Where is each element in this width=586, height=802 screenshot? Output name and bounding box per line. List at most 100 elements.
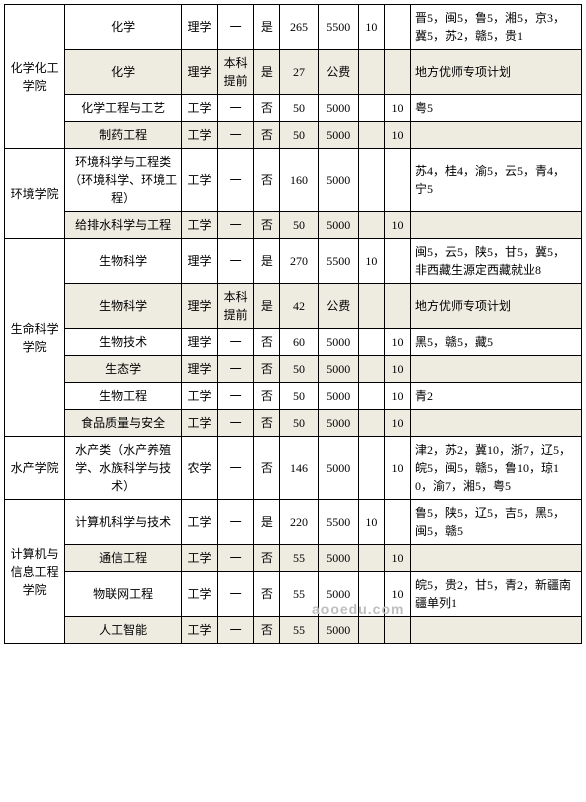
fee-cell: 5500 [318, 5, 358, 50]
num1-cell: 42 [280, 284, 318, 329]
flag-cell: 是 [254, 284, 280, 329]
category-cell: 理学 [181, 329, 217, 356]
table-row: 环境学院环境科学与工程类（环境科学、环境工程）工学一否1605000苏4，桂4，… [5, 149, 582, 212]
num2-cell [358, 329, 384, 356]
flag-cell: 是 [254, 50, 280, 95]
table-row: 生物科学理学本科提前是42公费地方优师专项计划 [5, 284, 582, 329]
table-row: 化学化工学院化学理学一是265550010晋5，闽5，鲁5，湘5，京3，冀5，苏… [5, 5, 582, 50]
notes-cell [411, 545, 582, 572]
major-cell: 化学 [65, 50, 182, 95]
num2-cell [358, 356, 384, 383]
major-cell: 人工智能 [65, 617, 182, 644]
num3-cell: 10 [384, 383, 410, 410]
category-cell: 理学 [181, 284, 217, 329]
flag-cell: 是 [254, 5, 280, 50]
table-row: 生命科学学院生物科学理学一是270550010闽5，云5，陕5，甘5，冀5，非西… [5, 239, 582, 284]
flag-cell: 否 [254, 149, 280, 212]
batch-cell: 一 [218, 572, 254, 617]
major-cell: 生物工程 [65, 383, 182, 410]
major-cell: 给排水科学与工程 [65, 212, 182, 239]
category-cell: 工学 [181, 545, 217, 572]
num1-cell: 146 [280, 437, 318, 500]
flag-cell: 是 [254, 500, 280, 545]
batch-cell: 一 [218, 617, 254, 644]
dept-cell: 水产学院 [5, 437, 65, 500]
dept-cell: 计算机与信息工程学院 [5, 500, 65, 644]
major-cell: 生物科学 [65, 284, 182, 329]
fee-cell: 5000 [318, 122, 358, 149]
num2-cell [358, 50, 384, 95]
num3-cell [384, 617, 410, 644]
num3-cell: 10 [384, 329, 410, 356]
notes-cell: 地方优师专项计划 [411, 50, 582, 95]
batch-cell: 一 [218, 356, 254, 383]
fee-cell: 5500 [318, 239, 358, 284]
num2-cell: 10 [358, 5, 384, 50]
enrollment-table: 化学化工学院化学理学一是265550010晋5，闽5，鲁5，湘5，京3，冀5，苏… [4, 4, 582, 644]
major-cell: 生物科学 [65, 239, 182, 284]
flag-cell: 否 [254, 212, 280, 239]
notes-cell: 闽5，云5，陕5，甘5，冀5，非西藏生源定西藏就业8 [411, 239, 582, 284]
num2-cell [358, 284, 384, 329]
table-row: 化学工程与工艺工学一否50500010粤5 [5, 95, 582, 122]
fee-cell: 公费 [318, 284, 358, 329]
num1-cell: 60 [280, 329, 318, 356]
batch-cell: 一 [218, 545, 254, 572]
num1-cell: 27 [280, 50, 318, 95]
major-cell: 环境科学与工程类（环境科学、环境工程） [65, 149, 182, 212]
flag-cell: 否 [254, 329, 280, 356]
num1-cell: 50 [280, 122, 318, 149]
num3-cell [384, 284, 410, 329]
major-cell: 通信工程 [65, 545, 182, 572]
num1-cell: 270 [280, 239, 318, 284]
category-cell: 工学 [181, 500, 217, 545]
major-cell: 化学 [65, 5, 182, 50]
batch-cell: 一 [218, 239, 254, 284]
batch-cell: 本科提前 [218, 284, 254, 329]
table-row: 给排水科学与工程工学一否50500010 [5, 212, 582, 239]
num3-cell: 10 [384, 545, 410, 572]
flag-cell: 否 [254, 356, 280, 383]
flag-cell: 否 [254, 95, 280, 122]
num2-cell [358, 617, 384, 644]
notes-cell [411, 410, 582, 437]
num3-cell: 10 [384, 95, 410, 122]
category-cell: 工学 [181, 212, 217, 239]
num3-cell: 10 [384, 212, 410, 239]
notes-cell: 晋5，闽5，鲁5，湘5，京3，冀5，苏2，赣5，贵1 [411, 5, 582, 50]
notes-cell [411, 356, 582, 383]
num2-cell: 10 [358, 500, 384, 545]
notes-cell: 鲁5，陕5，辽5，吉5，黑5，闽5，赣5 [411, 500, 582, 545]
flag-cell: 是 [254, 239, 280, 284]
fee-cell: 5000 [318, 545, 358, 572]
fee-cell: 5000 [318, 383, 358, 410]
flag-cell: 否 [254, 617, 280, 644]
dept-cell: 化学化工学院 [5, 5, 65, 149]
table-row: 水产学院水产类（水产养殖学、水族科学与技术）农学一否146500010津2，苏2… [5, 437, 582, 500]
num1-cell: 220 [280, 500, 318, 545]
num3-cell [384, 149, 410, 212]
fee-cell: 5000 [318, 149, 358, 212]
num3-cell: 10 [384, 410, 410, 437]
num3-cell: 10 [384, 356, 410, 383]
table-row: 生态学理学一否50500010 [5, 356, 582, 383]
fee-cell: 5000 [318, 329, 358, 356]
batch-cell: 一 [218, 5, 254, 50]
flag-cell: 否 [254, 545, 280, 572]
major-cell: 物联网工程 [65, 572, 182, 617]
major-cell: 制药工程 [65, 122, 182, 149]
notes-cell: 苏4，桂4，渝5，云5，青4，宁5 [411, 149, 582, 212]
fee-cell: 5000 [318, 212, 358, 239]
num3-cell: 10 [384, 122, 410, 149]
num1-cell: 55 [280, 617, 318, 644]
table-row: 物联网工程工学一否55500010皖5，贵2，甘5，青2，新疆南疆单列1 [5, 572, 582, 617]
batch-cell: 一 [218, 122, 254, 149]
category-cell: 工学 [181, 122, 217, 149]
num2-cell [358, 212, 384, 239]
fee-cell: 5000 [318, 95, 358, 122]
fee-cell: 5000 [318, 617, 358, 644]
num2-cell: 10 [358, 239, 384, 284]
fee-cell: 5000 [318, 356, 358, 383]
batch-cell: 一 [218, 410, 254, 437]
category-cell: 工学 [181, 383, 217, 410]
